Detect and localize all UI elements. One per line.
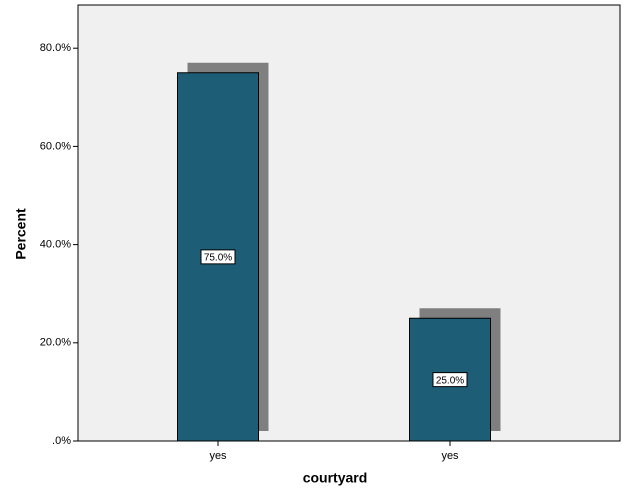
plot-area xyxy=(77,4,621,442)
bar xyxy=(177,72,259,442)
y-tick-label: .0% xyxy=(52,435,71,447)
value-label-box xyxy=(200,249,236,265)
y-tick-label: 60.0% xyxy=(40,140,71,152)
y-axis-title: Percent xyxy=(13,208,29,260)
y-tick-label: 20.0% xyxy=(40,337,71,349)
x-tick-label: yes xyxy=(209,450,227,462)
x-axis-title: courtyard xyxy=(303,470,368,486)
value-label: 25.0% xyxy=(436,375,464,386)
x-tick-label: yes xyxy=(441,450,459,462)
y-tick-label: 40.0% xyxy=(40,239,71,251)
value-label: 75.0% xyxy=(204,253,232,264)
value-label-box xyxy=(432,372,468,388)
y-tick-label: 80.0% xyxy=(40,42,71,54)
